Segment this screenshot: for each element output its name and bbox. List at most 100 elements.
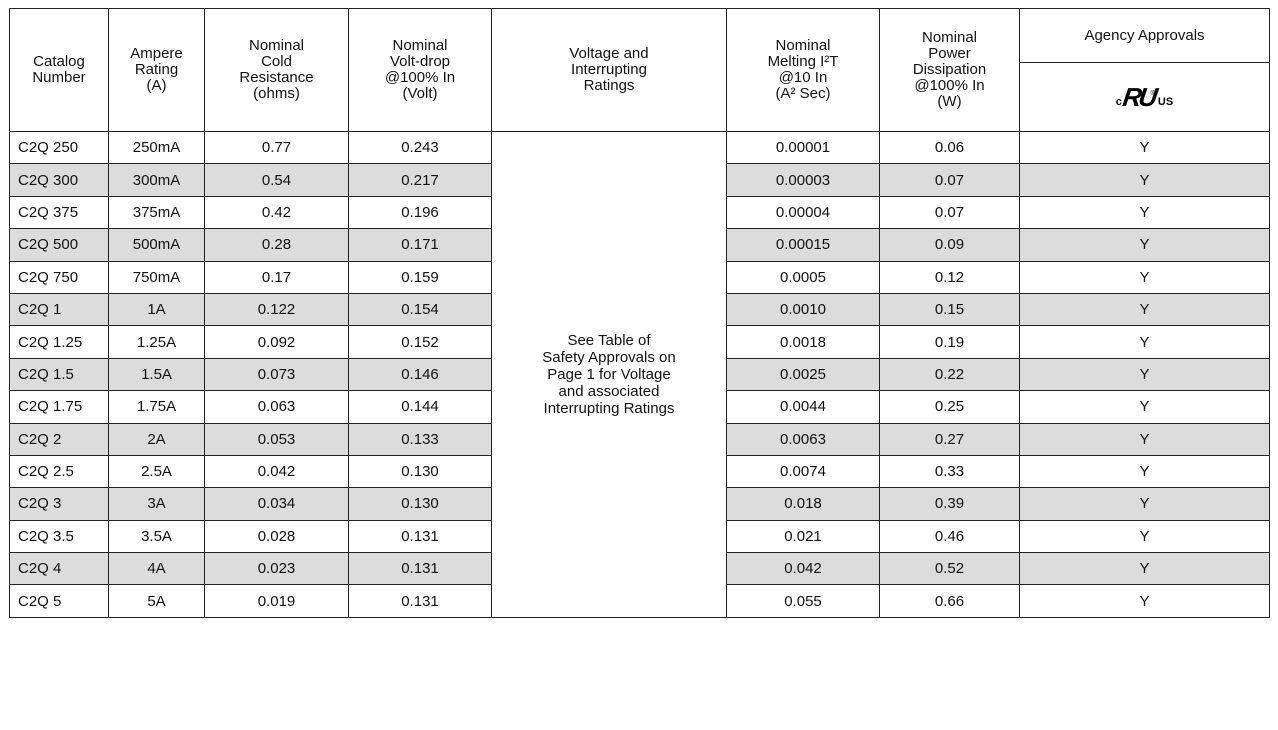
cell-catalog-number: C2Q 500: [9, 228, 109, 262]
cell-agency-approval: Y: [1019, 163, 1270, 197]
cell-catalog-number: C2Q 3.5: [9, 519, 109, 554]
cell-agency-approval: Y: [1019, 357, 1270, 392]
table-row: C2Q 2.5 2.5A 0.042 0.130 0.0074 0.33 Y: [9, 454, 1270, 489]
header-cold-resistance: Nominal Cold Resistance (ohms): [204, 8, 349, 132]
cell-ampere-rating: 750mA: [108, 260, 205, 294]
cell-ampere-rating: 1.5A: [108, 357, 205, 392]
cell-agency-approval: Y: [1019, 195, 1270, 230]
cell-melting-i2t: 0.00004: [726, 195, 880, 230]
cell-power-dissipation: 0.66: [879, 584, 1020, 618]
cell-agency-approval: Y: [1019, 390, 1270, 424]
cell-catalog-number: C2Q 2: [9, 422, 109, 456]
cell-ampere-rating: 2.5A: [108, 454, 205, 489]
cell-cold-resistance: 0.028: [204, 519, 349, 554]
cell-cold-resistance: 0.28: [204, 228, 349, 262]
cell-agency-approval: Y: [1019, 228, 1270, 262]
cell-volt-drop: 0.217: [348, 163, 492, 197]
cell-volt-drop: 0.133: [348, 422, 492, 456]
table-row: C2Q 500 500mA 0.28 0.171 0.00015 0.09 Y: [9, 228, 1270, 262]
table-row: C2Q 375 375mA 0.42 0.196 0.00004 0.07 Y: [9, 195, 1270, 230]
cell-cold-resistance: 0.053: [204, 422, 349, 456]
table-row: C2Q 4 4A 0.023 0.131 0.042 0.52 Y: [9, 552, 1270, 586]
cell-cold-resistance: 0.034: [204, 487, 349, 521]
cell-melting-i2t: 0.0074: [726, 454, 880, 489]
cell-volt-drop: 0.196: [348, 195, 492, 230]
cell-melting-i2t: 0.0005: [726, 260, 880, 294]
header-power-dissipation: Nominal Power Dissipation @100% In (W): [879, 8, 1020, 132]
cell-agency-approval: Y: [1019, 552, 1270, 586]
cell-ampere-rating: 1.25A: [108, 325, 205, 359]
cell-ampere-rating: 4A: [108, 552, 205, 586]
cell-melting-i2t: 0.055: [726, 584, 880, 618]
header-agency-approvals: Agency Approvals: [1019, 8, 1270, 63]
cell-power-dissipation: 0.09: [879, 228, 1020, 262]
cell-cold-resistance: 0.073: [204, 357, 349, 392]
cell-melting-i2t: 0.0025: [726, 357, 880, 392]
header-voltage-interrupting: Voltage and Interrupting Ratings: [491, 8, 727, 132]
ul-ru-mark: RU: [1120, 81, 1157, 112]
cell-cold-resistance: 0.042: [204, 454, 349, 489]
cell-power-dissipation: 0.46: [879, 519, 1020, 554]
cell-ampere-rating: 3A: [108, 487, 205, 521]
cell-cold-resistance: 0.023: [204, 552, 349, 586]
cell-catalog-number: C2Q 1.5: [9, 357, 109, 392]
cell-catalog-number: C2Q 375: [9, 195, 109, 230]
cell-catalog-number: C2Q 3: [9, 487, 109, 521]
header-catalog-number: Catalog Number: [9, 8, 109, 132]
cell-volt-drop: 0.171: [348, 228, 492, 262]
fuse-spec-table: Catalog Number Ampere Rating (A) Nominal…: [9, 8, 1270, 618]
cell-power-dissipation: 0.12: [879, 260, 1020, 294]
table-row: C2Q 250 250mA 0.77 0.243 See Table of Safety…: [9, 130, 1270, 618]
cell-power-dissipation: 0.39: [879, 487, 1020, 521]
table-row: C2Q 3.5 3.5A 0.028 0.131 0.021 0.46 Y: [9, 519, 1270, 554]
cell-power-dissipation: 0.52: [879, 552, 1020, 586]
cell-melting-i2t: 0.042: [726, 552, 880, 586]
cell-agency-approval: Y: [1019, 260, 1270, 294]
header-ampere-rating: Ampere Rating (A): [108, 8, 205, 132]
cell-catalog-number: C2Q 4: [9, 552, 109, 586]
cell-power-dissipation: 0.19: [879, 325, 1020, 359]
cell-catalog-number: C2Q 2.5: [9, 454, 109, 489]
cell-power-dissipation: 0.22: [879, 357, 1020, 392]
cell-agency-approval: Y: [1019, 422, 1270, 456]
cell-agency-approval: Y: [1019, 487, 1270, 521]
cell-catalog-number: C2Q 1.25: [9, 325, 109, 359]
ul-registered-mark: ®: [1150, 90, 1155, 97]
table-row: C2Q 1.75 1.75A 0.063 0.144 0.0044 0.25 Y: [9, 390, 1270, 424]
table-row: C2Q 300 300mA 0.54 0.217 0.00003 0.07 Y: [9, 163, 1270, 197]
cell-catalog-number: C2Q 1.75: [9, 390, 109, 424]
cell-power-dissipation: 0.15: [879, 292, 1020, 327]
cell-cold-resistance: 0.77: [204, 130, 349, 165]
cell-ampere-rating: 1A: [108, 292, 205, 327]
cell-volt-drop: 0.130: [348, 487, 492, 521]
ul-recognized-icon: c RU ® US: [1116, 81, 1173, 112]
cell-cold-resistance: 0.063: [204, 390, 349, 424]
cell-catalog-number: C2Q 250: [9, 130, 109, 165]
cell-cold-resistance: 0.42: [204, 195, 349, 230]
cell-agency-approval: Y: [1019, 130, 1270, 165]
cell-agency-approval: Y: [1019, 292, 1270, 327]
table-row: C2Q 3 3A 0.034 0.130 0.018 0.39 Y: [9, 487, 1270, 521]
cell-melting-i2t: 0.0063: [726, 422, 880, 456]
cell-cold-resistance: 0.17: [204, 260, 349, 294]
cell-power-dissipation: 0.27: [879, 422, 1020, 456]
cell-volt-drop: 0.131: [348, 552, 492, 586]
table-body: C2Q 250 250mA 0.77 0.243 See Table of Safety…: [9, 130, 1270, 618]
cell-ampere-rating: 3.5A: [108, 519, 205, 554]
cell-cold-resistance: 0.122: [204, 292, 349, 327]
cell-volt-drop: 0.159: [348, 260, 492, 294]
cell-volt-drop: 0.144: [348, 390, 492, 424]
cell-agency-approval: Y: [1019, 519, 1270, 554]
cell-power-dissipation: 0.25: [879, 390, 1020, 424]
cell-catalog-number: C2Q 300: [9, 163, 109, 197]
cell-ampere-rating: 1.75A: [108, 390, 205, 424]
table-row: C2Q 5 5A 0.019 0.131 0.055 0.66 Y: [9, 584, 1270, 618]
cell-melting-i2t: 0.00003: [726, 163, 880, 197]
cell-ampere-rating: 500mA: [108, 228, 205, 262]
cell-agency-approval: Y: [1019, 325, 1270, 359]
cell-power-dissipation: 0.06: [879, 130, 1020, 165]
cell-ampere-rating: 250mA: [108, 130, 205, 165]
cell-melting-i2t: 0.0010: [726, 292, 880, 327]
cell-agency-approval: Y: [1019, 584, 1270, 618]
cell-volt-drop: 0.131: [348, 519, 492, 554]
